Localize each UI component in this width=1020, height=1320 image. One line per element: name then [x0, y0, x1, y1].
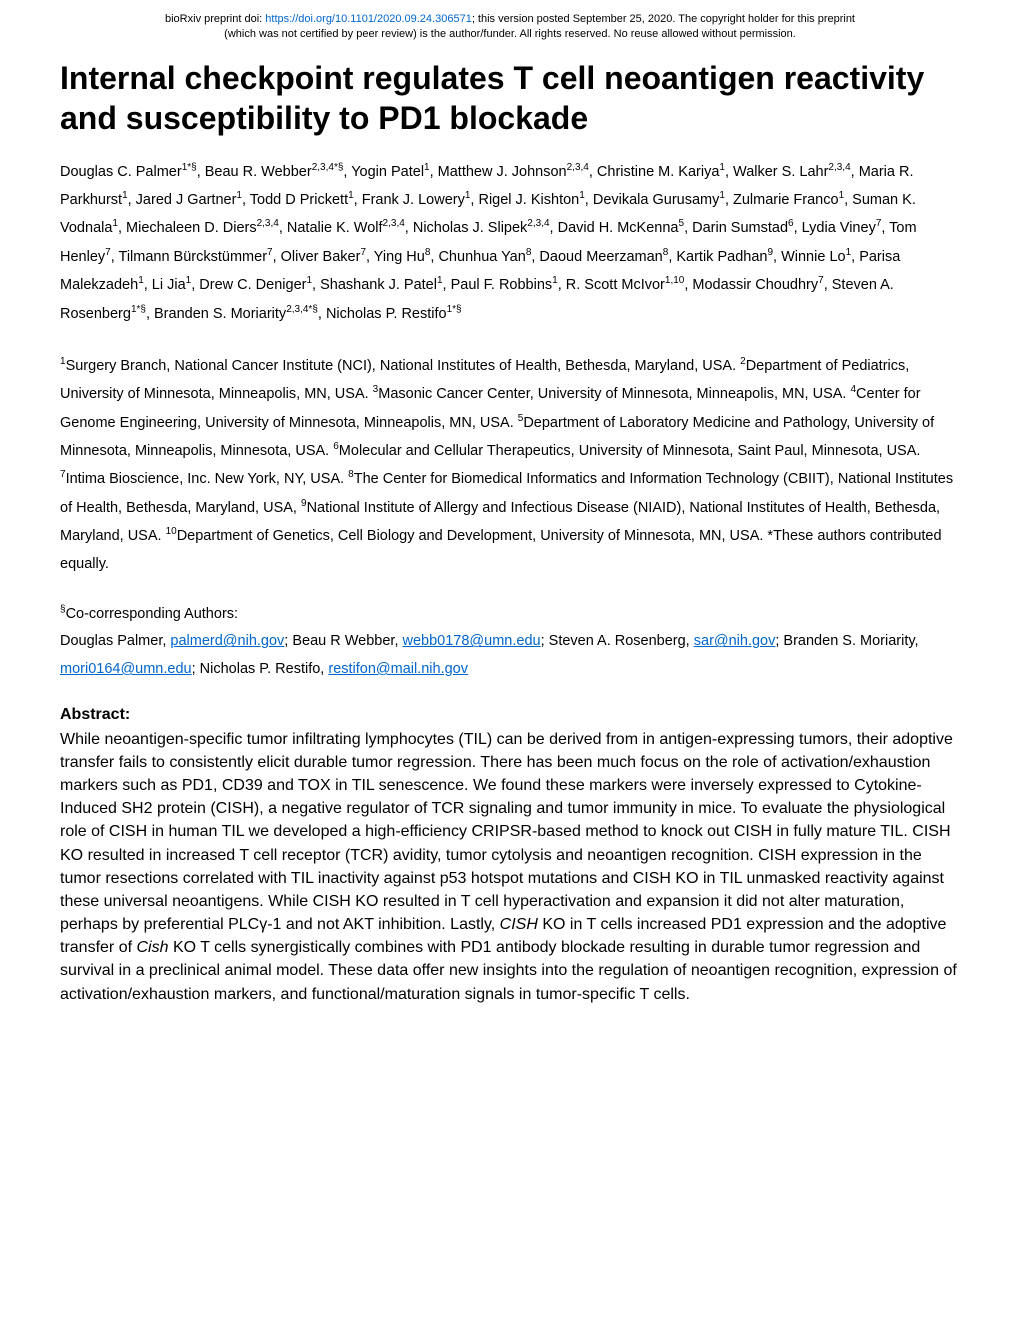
affiliation-list: 1Surgery Branch, National Cancer Institu… — [60, 352, 960, 578]
preprint-banner: bioRxiv preprint doi: https://doi.org/10… — [0, 0, 1020, 50]
abstract-body: While neoantigen-specific tumor infiltra… — [60, 728, 960, 1006]
co-corresponding-list: Douglas Palmer, palmerd@nih.gov; Beau R … — [60, 628, 960, 683]
paper-title: Internal checkpoint regulates T cell neo… — [60, 58, 960, 138]
banner-suffix1: ; this version posted September 25, 2020… — [472, 13, 855, 25]
banner-line2: (which was not certified by peer review)… — [224, 28, 796, 40]
abstract-heading: Abstract: — [60, 706, 960, 724]
banner-prefix: bioRxiv preprint doi: — [165, 13, 265, 25]
author-list: Douglas C. Palmer1*§, Beau R. Webber2,3,… — [60, 158, 960, 328]
doi-link[interactable]: https://doi.org/10.1101/2020.09.24.30657… — [265, 13, 472, 25]
page-content: Internal checkpoint regulates T cell neo… — [0, 50, 1020, 1006]
co-corresponding-label: §Co-corresponding Authors: — [60, 600, 960, 628]
